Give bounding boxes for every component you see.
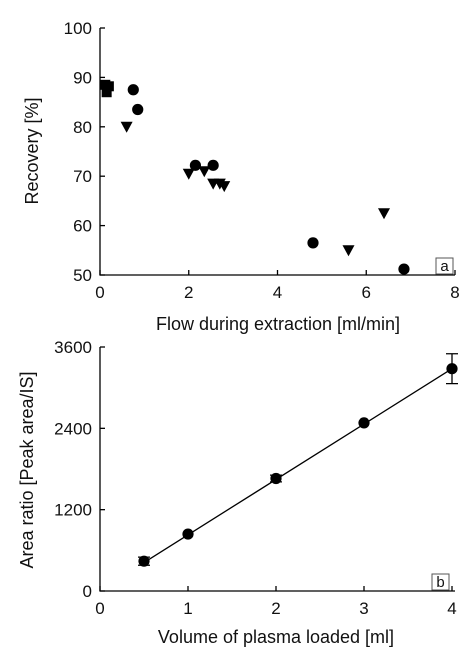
data-point-circle: [307, 237, 319, 249]
panel-b-chart: 0 1200 2400 3600 0 1 2 3 4 Volume of plasma loa…: [17, 338, 458, 647]
data-point-triangle: [378, 208, 390, 220]
panel-a-axes: [99, 28, 455, 276]
panel-b-label: b: [436, 574, 444, 591]
x-tick-label: 3: [359, 599, 368, 618]
y-tick-label: 100: [64, 19, 92, 38]
data-point-circle: [182, 528, 194, 540]
data-point-circle: [207, 159, 219, 171]
data-point-circle: [189, 159, 202, 171]
y-tick-label: 0: [83, 582, 92, 601]
x-tick-label: 0: [95, 599, 104, 618]
y-tick-label: 1200: [54, 501, 92, 520]
panel-a-label: a: [440, 258, 449, 275]
x-tick-label: 4: [447, 599, 456, 618]
y-tick-label: 90: [73, 68, 92, 87]
y-tick-label: 2400: [54, 419, 92, 438]
data-point-square: [101, 87, 112, 98]
x-tick-label: 2: [271, 599, 280, 618]
panel-a-label-box: [435, 257, 454, 275]
panel-b-y-axis-title: Area ratio [Peak area/IS]: [17, 371, 37, 568]
y-tick-label: 70: [73, 167, 92, 186]
data-point-circle: [127, 84, 139, 96]
data-point-triangle: [120, 121, 133, 133]
panel-b-x-axis-title: Volume of plasma loaded [ml]: [158, 627, 394, 647]
data-point-circle: [132, 103, 144, 116]
data-point-circle: [358, 417, 370, 429]
panel-b-regression-line: [143, 368, 453, 564]
x-tick-label: 4: [273, 283, 282, 302]
data-point-triangle: [198, 166, 211, 178]
data-point-triangle: [218, 181, 231, 193]
y-tick-label: 50: [73, 266, 92, 285]
panel-b-axes: [99, 347, 455, 592]
panel-b-label-box: [431, 573, 450, 591]
data-point-triangle: [182, 168, 195, 180]
panel-a-x-axis-title: Flow during extraction [ml/min]: [156, 314, 400, 334]
data-point-circle: [446, 363, 458, 375]
data-point-circle: [398, 263, 410, 275]
x-tick-label: 1: [183, 599, 192, 618]
data-point-circle: [270, 472, 282, 485]
panel-a-chart: 50 60 70 80 90 100 0 2 4 6 8 Flow during extracti…: [22, 19, 460, 334]
y-tick-label: 80: [73, 118, 92, 137]
x-tick-label: 2: [184, 283, 193, 302]
data-point-triangle: [342, 245, 355, 257]
y-tick-label: 3600: [54, 338, 92, 357]
y-tick-label: 60: [73, 217, 92, 236]
x-tick-label: 6: [362, 283, 371, 302]
data-point-circle: [138, 555, 150, 567]
x-tick-label: 0: [95, 283, 104, 302]
panel-a-y-axis-title: Recovery [%]: [22, 97, 42, 204]
x-tick-label: 8: [450, 283, 459, 302]
data-point-square: [103, 81, 114, 92]
